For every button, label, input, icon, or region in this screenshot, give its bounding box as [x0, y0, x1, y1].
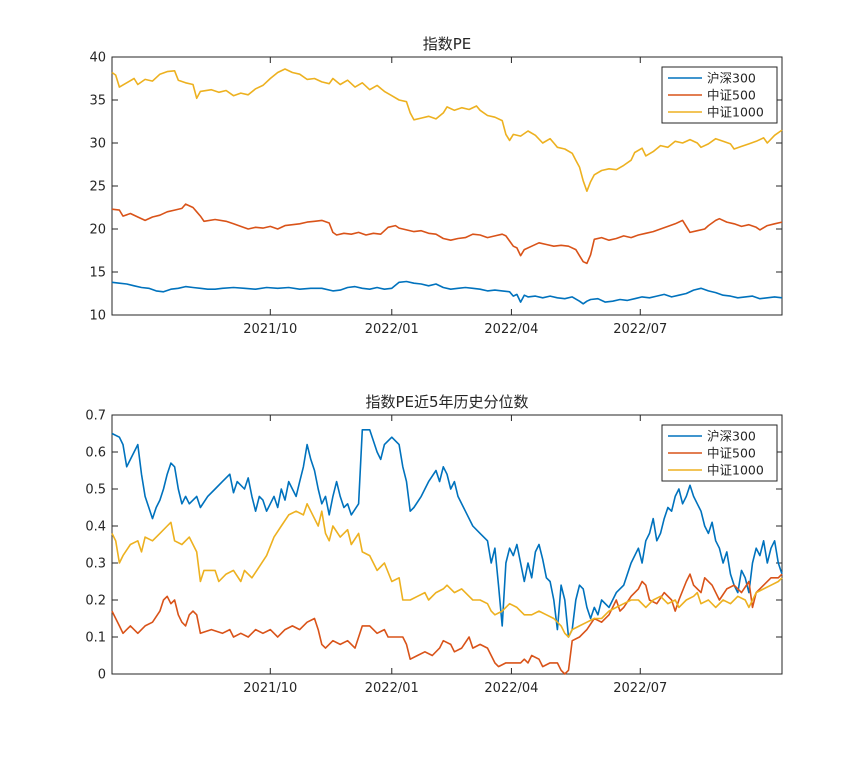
- legend-label-2: 中证1000: [707, 463, 764, 478]
- x-tick-label: 2022/04: [484, 322, 538, 337]
- y-tick-label: 0.1: [85, 631, 106, 646]
- y-tick-label: 15: [89, 266, 106, 281]
- chart-title: 指数PE近5年历史分位数: [365, 393, 528, 411]
- y-tick-label: 0.5: [85, 483, 106, 498]
- y-tick-label: 40: [89, 51, 106, 66]
- y-tick-label: 0: [98, 668, 106, 683]
- y-tick-label: 0.2: [85, 594, 106, 609]
- x-tick-label: 2022/04: [484, 681, 538, 696]
- series-line-1: [111, 203, 783, 265]
- legend-label-0: 沪深300: [707, 71, 756, 86]
- y-tick-label: 10: [89, 309, 106, 324]
- legend-label-1: 中证500: [707, 446, 756, 461]
- y-tick-label: 0.6: [85, 446, 106, 461]
- legend-label-1: 中证500: [707, 88, 756, 103]
- chart-index-pe: 指数PE 10 15 20 25 30 35 40 2021/10 2022/01 2022/04 2…: [89, 35, 783, 337]
- x-tick-label: 2022/01: [365, 322, 419, 337]
- y-tick-label: 0.3: [85, 557, 106, 572]
- chart-title: 指数PE: [423, 35, 472, 53]
- y-tick-label: 25: [89, 180, 106, 195]
- series-line-2: [111, 68, 783, 192]
- x-tick-label: 2022/01: [365, 681, 419, 696]
- y-tick-label: 20: [89, 223, 106, 238]
- legend-label-2: 中证1000: [707, 105, 764, 120]
- x-tick-label: 2022/07: [613, 322, 667, 337]
- series-line-0: [111, 280, 783, 305]
- y-tick-label: 0.4: [85, 520, 106, 535]
- series-line-0: [111, 429, 783, 638]
- y-tick-label: 35: [89, 94, 106, 109]
- legend-label-0: 沪深300: [707, 429, 756, 444]
- y-tick-label: 0.7: [85, 409, 106, 424]
- x-tick-label: 2022/07: [613, 681, 667, 696]
- y-tick-label: 30: [89, 137, 106, 152]
- series-line-2: [111, 503, 783, 638]
- chart-index-pe-percentile: 指数PE近5年历史分位数 0 0.1 0.2 0.3 0.4 0.5 0.6 0.7 2021/1…: [85, 393, 783, 696]
- series-line-1: [111, 573, 783, 675]
- legend: 沪深300 中证500 中证1000: [661, 424, 778, 482]
- x-tick-label: 2021/10: [243, 681, 297, 696]
- legend: 沪深300 中证500 中证1000: [661, 66, 778, 124]
- x-tick-label: 2021/10: [243, 322, 297, 337]
